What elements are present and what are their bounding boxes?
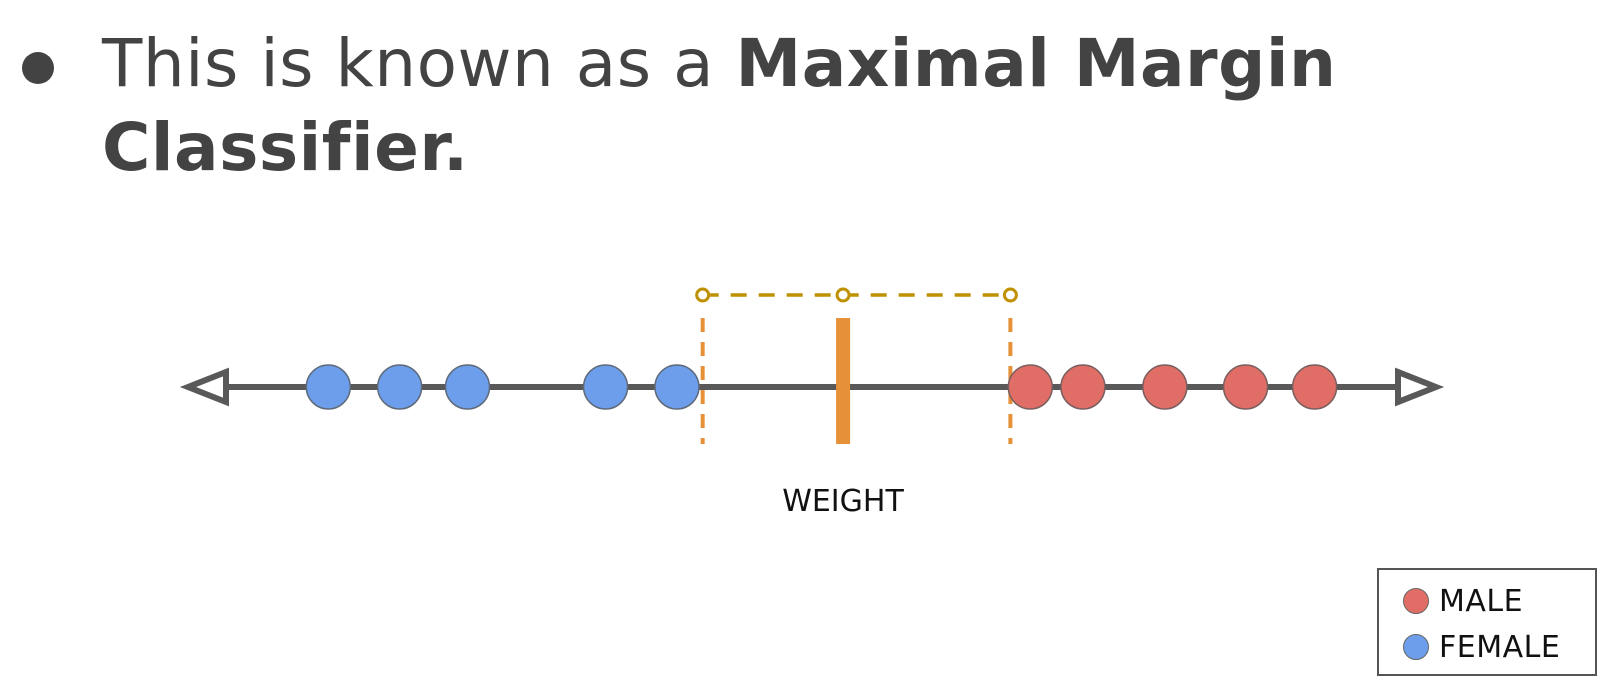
bullet-text-normal: This is known as a: [102, 25, 736, 102]
bullet-icon: [22, 52, 54, 84]
legend: MALE FEMALE: [1377, 568, 1597, 676]
axis-label: WEIGHT: [782, 484, 904, 519]
legend-swatch-female: [1403, 634, 1429, 660]
female-point-4: [582, 364, 629, 410]
margin-endpoint-center: [835, 287, 851, 303]
female-point-3: [444, 364, 491, 410]
female-point-5: [654, 364, 700, 410]
legend-item-female: FEMALE: [1403, 628, 1560, 666]
bullet-text: This is known as a Maximal Margin Classi…: [102, 22, 1502, 190]
bullet-text-bold: Maximal Margin Classifier.: [102, 25, 1337, 186]
male-point-4: [1222, 364, 1269, 410]
male-point-3: [1142, 364, 1188, 410]
male-point-1: [1007, 364, 1054, 410]
female-point-2: [376, 364, 423, 410]
axis-arrow-left-icon: [179, 367, 229, 407]
margin-endpoint-right: [1002, 287, 1018, 303]
axis-arrow-right-icon: [1395, 367, 1445, 407]
legend-swatch-male: [1403, 588, 1429, 614]
female-point-1: [305, 364, 352, 410]
margin-endpoint-left: [695, 287, 711, 303]
legend-label-female: FEMALE: [1439, 629, 1561, 665]
male-point-2: [1060, 364, 1106, 410]
threshold-bar: [836, 318, 851, 444]
legend-item-male: MALE: [1403, 582, 1523, 620]
male-point-5: [1291, 364, 1338, 410]
legend-label-male: MALE: [1439, 583, 1524, 619]
